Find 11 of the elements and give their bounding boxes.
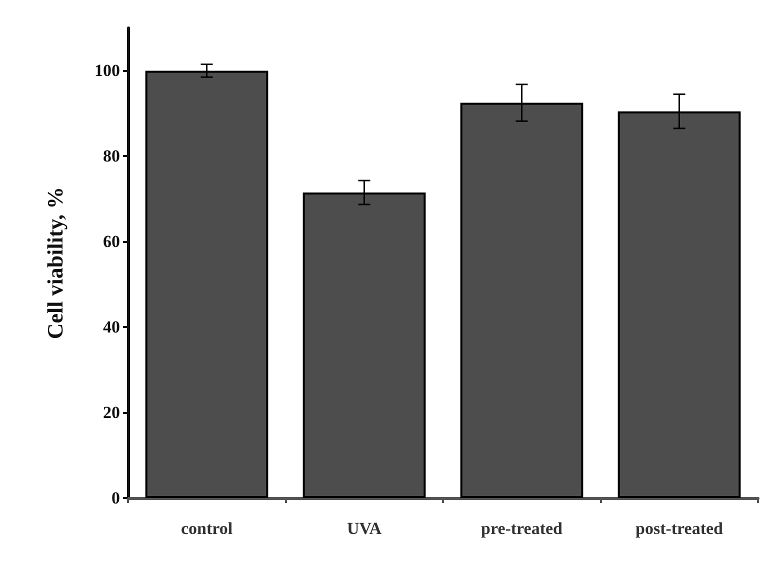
x-tick-label: post-treated [636, 519, 724, 538]
x-tick-label: control [180, 519, 233, 538]
y-tick-label: 100 [94, 61, 120, 80]
y-tick-label: 60 [103, 232, 120, 252]
x-tick-label: UVA [346, 519, 382, 538]
y-axis-title: Cell viability, % [42, 186, 68, 340]
y-tick-label: 80 [103, 146, 120, 166]
y-tick-label: 20 [103, 403, 120, 422]
x-tick-label: pre-treated [480, 519, 564, 538]
y-tick-label: 0 [112, 488, 120, 508]
y-tick-label: 40 [103, 318, 120, 337]
